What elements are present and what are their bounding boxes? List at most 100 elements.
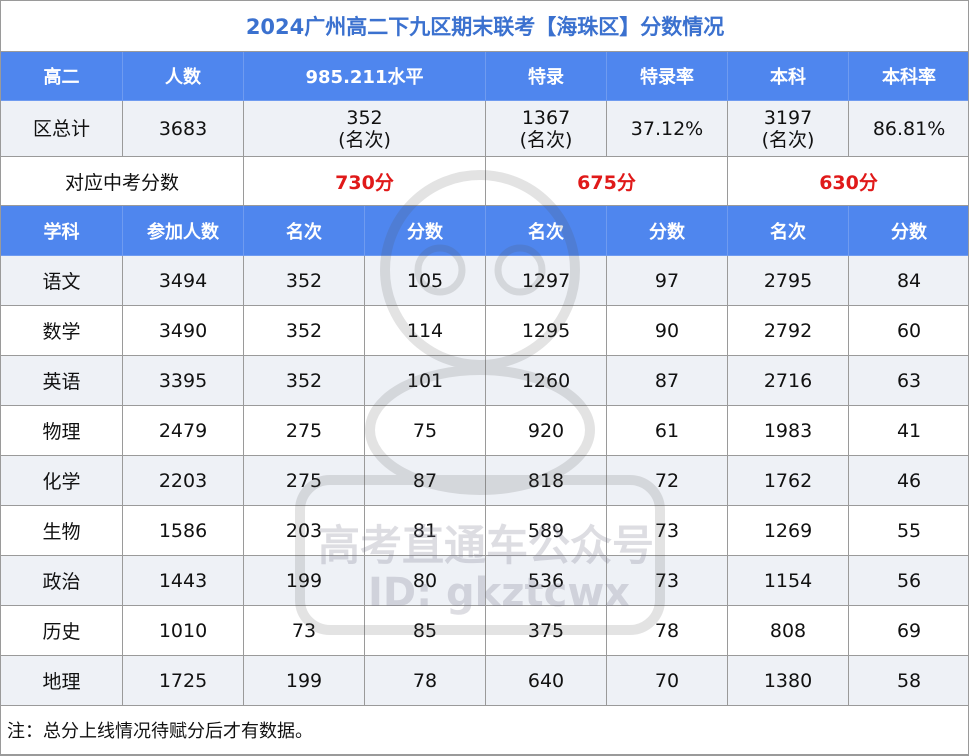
cell-rank-undergrad: 1983	[727, 405, 849, 456]
cell-score-985: 80	[364, 555, 486, 606]
cell-subject: 数学	[0, 305, 123, 356]
cell-score-undergrad: 46	[847, 455, 969, 506]
cell-rank-special: 589	[485, 505, 607, 556]
cell-score-985: 101	[364, 355, 486, 406]
header-score-985: 分数	[364, 205, 486, 256]
score-row: 对应中考分数 730分 675分 630分	[0, 156, 969, 206]
cell-subject: 地理	[0, 655, 123, 706]
total-undergrad-rate: 86.81%	[847, 100, 969, 157]
cell-score-undergrad: 84	[847, 255, 969, 306]
cell-subject: 化学	[0, 455, 123, 506]
cell-score-special: 90	[606, 305, 728, 356]
cell-subject: 政治	[0, 555, 123, 606]
cell-rank-special: 375	[485, 605, 607, 656]
cell-participants: 3395	[122, 355, 244, 406]
cell-rank-985: 203	[243, 505, 365, 556]
header-undergrad: 本科	[727, 51, 849, 101]
footnote: 注：总分上线情况待赋分后才有数据。	[0, 705, 969, 755]
cell-rank-special: 640	[485, 655, 607, 706]
total-special-rate: 37.12%	[606, 100, 728, 157]
header-rank-985: 名次	[243, 205, 365, 256]
cell-rank-985: 275	[243, 455, 365, 506]
cell-score-undergrad: 60	[847, 305, 969, 356]
table-row: 物理 2479 275 75 920 61 1983 41	[0, 405, 969, 456]
cell-rank-undergrad: 2792	[727, 305, 849, 356]
cell-score-undergrad: 63	[847, 355, 969, 406]
cell-score-special: 70	[606, 655, 728, 706]
total-row: 区总计 3683 352 (名次) 1367 (名次) 37.12% 3197 …	[0, 100, 969, 157]
cell-score-985: 87	[364, 455, 486, 506]
cell-rank-985: 199	[243, 655, 365, 706]
total-label: 区总计	[0, 100, 123, 157]
table-row: 英语 3395 352 101 1260 87 2716 63	[0, 355, 969, 406]
score-label: 对应中考分数	[0, 156, 244, 206]
cell-participants: 1443	[122, 555, 244, 606]
cell-participants: 3490	[122, 305, 244, 356]
table-row: 地理 1725 199 78 640 70 1380 58	[0, 655, 969, 706]
cell-participants: 2203	[122, 455, 244, 506]
total-undergrad: 3197 (名次)	[727, 100, 849, 157]
cell-score-undergrad: 56	[847, 555, 969, 606]
total-special: 1367 (名次)	[485, 100, 607, 157]
cell-rank-undergrad: 808	[727, 605, 849, 656]
table-row: 历史 1010 73 85 375 78 808 69	[0, 605, 969, 656]
cell-participants: 1586	[122, 505, 244, 556]
cell-rank-985: 352	[243, 255, 365, 306]
cell-score-985: 85	[364, 605, 486, 656]
cell-score-special: 73	[606, 505, 728, 556]
cell-subject: 英语	[0, 355, 123, 406]
cell-rank-special: 920	[485, 405, 607, 456]
cell-score-special: 72	[606, 455, 728, 506]
cell-participants: 1725	[122, 655, 244, 706]
table-row: 化学 2203 275 87 818 72 1762 46	[0, 455, 969, 506]
cell-score-special: 61	[606, 405, 728, 456]
header-rank-undergrad: 名次	[727, 205, 849, 256]
cell-rank-985: 352	[243, 355, 365, 406]
score-undergrad: 630分	[726, 156, 969, 206]
cell-rank-985: 275	[243, 405, 365, 456]
cell-score-985: 81	[364, 505, 486, 556]
cell-score-985: 78	[364, 655, 486, 706]
cell-score-985: 114	[364, 305, 486, 356]
header-score-undergrad: 分数	[847, 205, 969, 256]
cell-rank-special: 536	[485, 555, 607, 606]
cell-rank-undergrad: 1380	[727, 655, 849, 706]
cell-participants: 3494	[122, 255, 244, 306]
note-row: 注：总分上线情况待赋分后才有数据。	[0, 705, 969, 755]
score-985-211: 730分	[243, 156, 486, 206]
cell-score-undergrad: 69	[847, 605, 969, 656]
cell-score-undergrad: 55	[847, 505, 969, 556]
cell-rank-special: 1297	[485, 255, 607, 306]
cell-score-special: 78	[606, 605, 728, 656]
summary-header-row: 高二 人数 985.211水平 特录 特录率 本科 本科率	[0, 51, 969, 101]
header-subject: 学科	[0, 205, 123, 256]
cell-score-undergrad: 58	[847, 655, 969, 706]
cell-rank-special: 1260	[485, 355, 607, 406]
cell-subject: 历史	[0, 605, 123, 656]
cell-rank-undergrad: 2716	[727, 355, 849, 406]
cell-rank-special: 818	[485, 455, 607, 506]
header-special-rate: 特录率	[606, 51, 728, 101]
cell-participants: 1010	[122, 605, 244, 656]
subject-rows: 语文 3494 352 105 1297 97 2795 84 数学 3490 352 114 1295…	[0, 255, 969, 706]
cell-score-special: 97	[606, 255, 728, 306]
table-row: 数学 3490 352 114 1295 90 2792 60	[0, 305, 969, 356]
cell-score-special: 87	[606, 355, 728, 406]
cell-rank-undergrad: 1154	[727, 555, 849, 606]
cell-rank-undergrad: 2795	[727, 255, 849, 306]
cell-rank-undergrad: 1762	[727, 455, 849, 506]
cell-rank-undergrad: 1269	[727, 505, 849, 556]
header-985-211: 985.211水平	[243, 51, 486, 101]
cell-participants: 2479	[122, 405, 244, 456]
subject-header-row: 学科 参加人数 名次 分数 名次 分数 名次 分数	[0, 205, 969, 256]
cell-subject: 物理	[0, 405, 123, 456]
cell-score-undergrad: 41	[847, 405, 969, 456]
cell-subject: 生物	[0, 505, 123, 556]
header-score-special: 分数	[606, 205, 728, 256]
header-rank-special: 名次	[485, 205, 607, 256]
total-count: 3683	[122, 100, 244, 157]
table-row: 生物 1586 203 81 589 73 1269 55	[0, 505, 969, 556]
header-special: 特录	[485, 51, 607, 101]
